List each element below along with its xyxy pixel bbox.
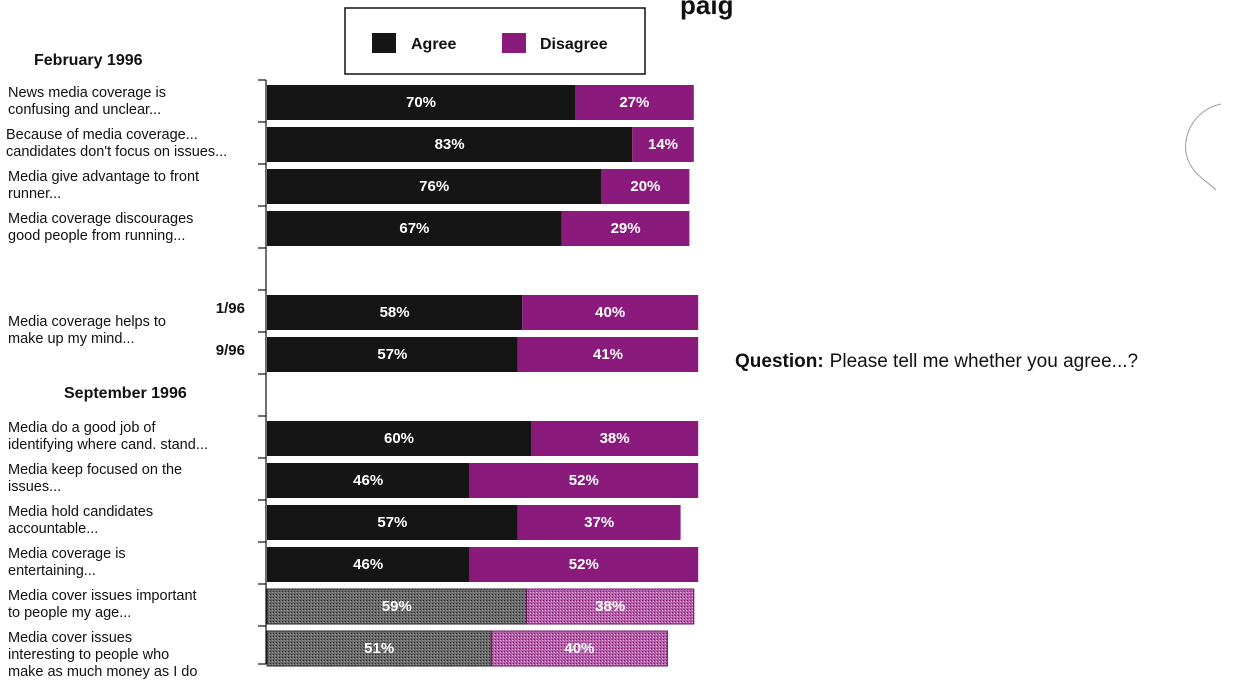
data-label-agree: 76% (419, 178, 449, 195)
bar-agree (267, 421, 531, 456)
bar-agree (267, 505, 518, 540)
data-label-disagree: 37% (584, 514, 614, 531)
bar-agree (267, 127, 633, 162)
category-label-line: Media cover issues important (8, 588, 197, 604)
category-label: Media cover issues interesting to people … (8, 630, 197, 680)
category-label-line: Because of media coverage... (6, 127, 198, 143)
data-label-agree: 58% (380, 304, 410, 321)
data-label-disagree: 40% (564, 640, 594, 657)
category-label: Media keep focused on the issues... (8, 462, 182, 495)
data-label-disagree: 27% (619, 94, 649, 111)
category-label-line: entertaining... (8, 563, 96, 579)
bar-disagree (561, 211, 690, 246)
bar-disagree (469, 463, 699, 498)
section-header-sep-1996: September 1996 (64, 385, 187, 402)
bar-disagree (490, 630, 668, 667)
bar-agree (267, 211, 562, 246)
category-label: Media coverage discourages good people fr… (8, 211, 193, 244)
category-label: Because of media coverage... candidates d… (6, 127, 227, 160)
category-label-line: Media coverage discourages (8, 211, 193, 227)
section-header-feb-1996: February 1996 (34, 52, 143, 69)
category-label-line: Media coverage helps to (8, 314, 166, 330)
bar-disagree (531, 421, 699, 456)
category-label-line: confusing and unclear... (8, 102, 161, 118)
category-label: Media coverage helps to make up my mind..… (8, 314, 166, 347)
category-label-line: interesting to people who (8, 647, 169, 663)
bar-disagree (517, 505, 681, 540)
legend-label-agree: Agree (411, 36, 456, 53)
category-label-line: to people my age... (8, 605, 131, 621)
legend: Agree Disagree (344, 7, 646, 75)
bar-marker: 9/96 (216, 342, 245, 359)
question-text: Please tell me whether you agree...? (830, 351, 1138, 372)
bar-agree (267, 85, 575, 120)
category-label: Media do a good job of identifying where … (8, 420, 208, 453)
legend-swatch-disagree (502, 33, 526, 53)
category-label-line: Media cover issues (8, 630, 132, 646)
data-label-disagree: 29% (611, 220, 641, 237)
data-label-disagree: 38% (600, 430, 630, 447)
bar-agree (267, 337, 518, 372)
data-label-disagree: 41% (593, 346, 623, 363)
data-label-disagree: 38% (595, 598, 625, 615)
data-label-agree: 83% (435, 136, 465, 153)
bar-agree (267, 295, 523, 330)
bars-layer: 70% 27% 83% 14% 76% 20% 67% 29% 58% 40% 1/96 57% 41%… (216, 79, 699, 667)
category-label-line: candidates don't focus on issues... (6, 144, 227, 160)
bar-agree (266, 588, 528, 625)
category-label-line: Media coverage is (8, 546, 126, 562)
bar-agree (267, 463, 470, 498)
category-label-line: accountable... (8, 521, 98, 537)
category-label-line: Media keep focused on the (8, 462, 182, 478)
question-label: Question: (735, 351, 824, 372)
legend-swatch-agree (372, 33, 396, 53)
title-fragment: paig (680, 0, 733, 20)
bar-disagree (469, 547, 699, 582)
category-label-line: Media hold candidates (8, 504, 153, 520)
data-label-agree: 46% (353, 556, 383, 573)
category-label-line: runner... (8, 186, 61, 202)
data-label-agree: 57% (377, 346, 407, 363)
bar-agree (266, 630, 492, 667)
category-label: Media hold candidates accountable... (8, 504, 153, 537)
category-label: Media cover issues important to people my… (8, 588, 197, 621)
data-label-disagree: 14% (648, 136, 678, 153)
bar-marker: 1/96 (216, 300, 245, 317)
data-label-agree: 60% (384, 430, 414, 447)
category-label: Media coverage is entertaining... (8, 546, 126, 579)
legend-label-disagree: Disagree (540, 36, 608, 53)
data-label-agree: 59% (382, 598, 412, 615)
category-label-line: good people from running... (8, 228, 185, 244)
data-label-agree: 57% (377, 514, 407, 531)
data-label-agree: 70% (406, 94, 436, 111)
bar-agree (267, 547, 470, 582)
bar-disagree (632, 127, 694, 162)
bar-agree (267, 169, 602, 204)
category-label: Media give advantage to front runner... (8, 169, 199, 202)
stray-mark (1185, 103, 1222, 191)
data-label-disagree: 52% (569, 556, 599, 573)
bar-disagree (575, 85, 694, 120)
bar-disagree (522, 295, 699, 330)
category-label-line: Media do a good job of (8, 420, 156, 436)
category-label-line: identifying where cand. stand... (8, 437, 208, 453)
question: Question: Please tell me whether you agre… (735, 351, 1138, 372)
data-label-disagree: 20% (630, 178, 660, 195)
category-label-line: News media coverage is (8, 85, 166, 101)
data-label-agree: 46% (353, 472, 383, 489)
category-label: News media coverage is confusing and uncl… (8, 85, 166, 118)
category-label-line: Media give advantage to front (8, 169, 199, 185)
bar-disagree (526, 588, 695, 625)
bar-disagree (601, 169, 690, 204)
data-label-agree: 51% (364, 640, 394, 657)
labels-layer: News media coverage is confusing and uncl… (6, 85, 227, 680)
category-label-line: make up my mind... (8, 331, 135, 347)
category-label-line: make as much money as I do (8, 664, 197, 680)
bar-disagree (517, 337, 699, 372)
data-label-agree: 67% (399, 220, 429, 237)
category-label-line: issues... (8, 479, 61, 495)
data-label-disagree: 52% (569, 472, 599, 489)
data-label-disagree: 40% (595, 304, 625, 321)
